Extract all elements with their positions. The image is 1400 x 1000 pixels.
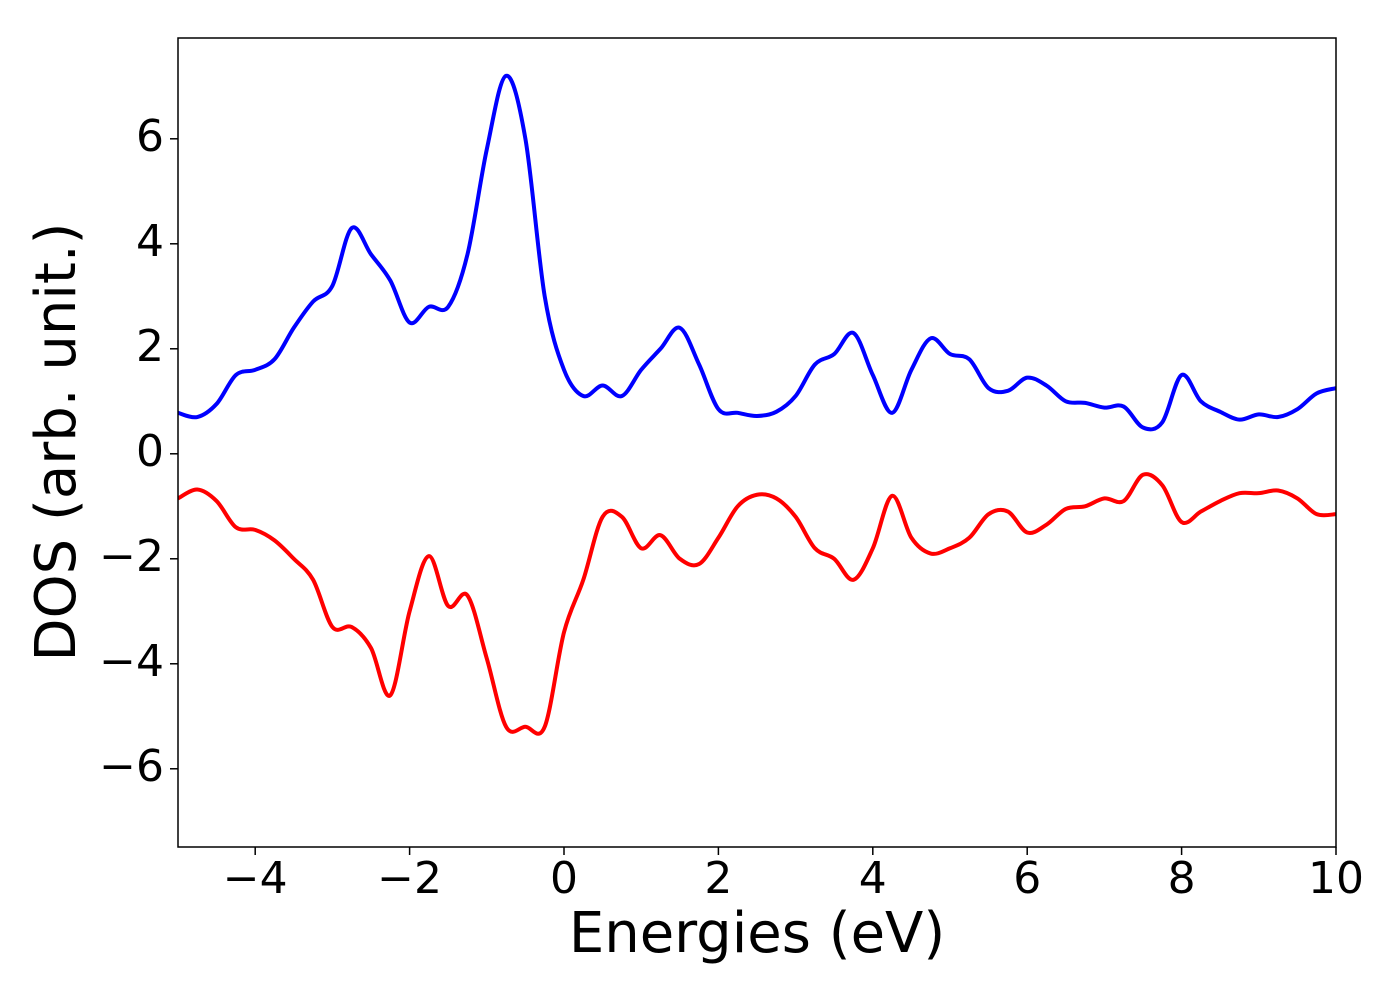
y-tick-label: 0 xyxy=(136,426,164,477)
x-tick-label: 8 xyxy=(1168,853,1196,904)
y-tick-label: −6 xyxy=(99,741,164,792)
x-axis-label: Energies (eV) xyxy=(569,901,945,966)
x-tick-label: −2 xyxy=(377,853,442,904)
y-tick-label: −4 xyxy=(99,636,164,687)
y-tick-label: 6 xyxy=(136,111,164,162)
y-tick-label: 4 xyxy=(136,216,164,267)
y-axis-label: DOS (arb. unit.) xyxy=(24,222,89,661)
line-series xyxy=(178,73,1336,432)
x-tick-label: 4 xyxy=(859,853,887,904)
y-tick-label: 2 xyxy=(136,321,164,372)
x-tick-label: 10 xyxy=(1308,853,1364,904)
x-tick-label: 6 xyxy=(1013,853,1041,904)
x-tick-label: 2 xyxy=(704,853,732,904)
plot-frame xyxy=(177,37,1337,848)
y-tick-label: −2 xyxy=(99,531,164,582)
x-tick-label: −4 xyxy=(223,853,288,904)
line-series xyxy=(178,472,1336,736)
x-tick-label: 0 xyxy=(550,853,578,904)
